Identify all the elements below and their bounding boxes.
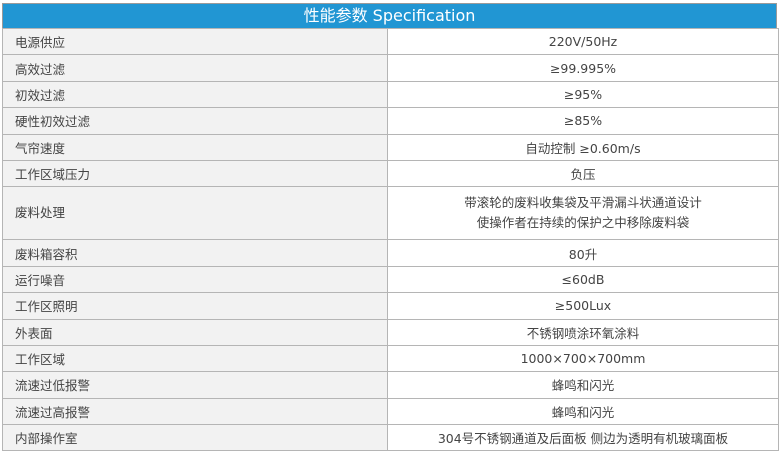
table-row: 废料箱容积 80升: [2, 239, 779, 267]
spec-value: ≥85%: [387, 107, 779, 135]
spec-value-line: 80升: [568, 246, 598, 262]
table-row: 工作区照明 ≥500Lux: [2, 292, 779, 320]
table-row: 高效过滤 ≥99.995%: [2, 54, 779, 82]
spec-label: 流速过低报警: [2, 371, 388, 399]
spec-value-line: 蜂鸣和闪光: [551, 378, 615, 394]
spec-label: 硬性初效过滤: [2, 107, 388, 135]
table-row: 内部操作室 304号不锈钢通道及后面板 侧边为透明有机玻璃面板: [2, 424, 779, 452]
spec-label: 外表面: [2, 318, 388, 346]
spec-value: 80升: [387, 239, 779, 267]
table-row: 工作区域 1000×700×700mm: [2, 344, 779, 373]
spec-label: 废料箱容积: [2, 239, 388, 267]
spec-value-line: 304号不锈钢通道及后面板 侧边为透明有机玻璃面板: [437, 431, 729, 447]
spec-value-line: 蜂鸣和闪光: [551, 404, 615, 420]
spec-value: ≥99.995%: [387, 54, 779, 82]
spec-value-line: 使操作者在持续的保护之中移除废料袋: [476, 215, 690, 231]
spec-label: 工作区域压力: [2, 159, 388, 188]
table-header-title: 性能参数 Specification: [2, 3, 777, 28]
spec-value-line: ≥85%: [563, 113, 603, 129]
table-row: 初效过滤 ≥95%: [2, 80, 779, 109]
spec-label: 高效过滤: [2, 54, 388, 82]
spec-label: 内部操作室: [2, 424, 388, 452]
spec-value-line: 自动控制 ≥0.60m/s: [525, 140, 641, 156]
spec-value: 自动控制 ≥0.60m/s: [387, 133, 779, 161]
spec-value-line: ≥95%: [563, 86, 603, 102]
spec-value: 不锈钢喷涂环氧涂料: [387, 318, 779, 346]
spec-value: 304号不锈钢通道及后面板 侧边为透明有机玻璃面板: [387, 424, 779, 452]
spec-label: 工作区域: [2, 344, 388, 373]
spec-label: 废料处理: [2, 186, 388, 241]
spec-value: 负压: [387, 159, 779, 188]
spec-value-line: ≤60dB: [561, 271, 605, 287]
table-row: 运行噪音 ≤60dB: [2, 265, 779, 294]
spec-label: 流速过高报警: [2, 397, 388, 426]
spec-label: 电源供应: [2, 27, 388, 56]
table-row: 废料处理 带滚轮的废料收集袋及平滑漏斗状通道设计 使操作者在持续的保护之中移除废料袋: [2, 186, 779, 241]
spec-label: 初效过滤: [2, 80, 388, 109]
spec-value: 蜂鸣和闪光: [387, 397, 779, 426]
spec-value: 1000×700×700mm: [387, 344, 779, 373]
table-row: 硬性初效过滤 ≥85%: [2, 107, 779, 135]
spec-value: ≤60dB: [387, 265, 779, 294]
spec-value-line: ≥500Lux: [554, 298, 612, 314]
spec-value: 220V/50Hz: [387, 27, 779, 56]
spec-label: 工作区照明: [2, 292, 388, 320]
spec-value-line: 带滚轮的废料收集袋及平滑漏斗状通道设计: [464, 195, 702, 211]
spec-value-line: ≥99.995%: [549, 60, 617, 76]
table-row: 电源供应 220V/50Hz: [2, 27, 779, 56]
spec-value-line: 1000×700×700mm: [520, 351, 646, 367]
table-row: 外表面 不锈钢喷涂环氧涂料: [2, 318, 779, 346]
spec-label: 气帘速度: [2, 133, 388, 161]
spec-value: ≥500Lux: [387, 292, 779, 320]
spec-label: 运行噪音: [2, 265, 388, 294]
spec-value-line: 220V/50Hz: [548, 34, 618, 50]
spec-value-line: 不锈钢喷涂环氧涂料: [526, 325, 640, 341]
spec-table: 电源供应 220V/50Hz 高效过滤 ≥99.995% 初效过滤 ≥95% 硬性初效过滤 ≥…: [2, 27, 779, 452]
table-row: 工作区域压力 负压: [2, 159, 779, 188]
spec-value: 蜂鸣和闪光: [387, 371, 779, 399]
table-row: 流速过低报警 蜂鸣和闪光: [2, 371, 779, 399]
spec-value: ≥95%: [387, 80, 779, 109]
spec-value-line: 负压: [570, 167, 596, 183]
spec-value: 带滚轮的废料收集袋及平滑漏斗状通道设计 使操作者在持续的保护之中移除废料袋: [387, 186, 779, 241]
spec-table-container: 性能参数 Specification 电源供应 220V/50Hz 高效过滤 ≥99.…: [2, 3, 779, 452]
table-row: 气帘速度 自动控制 ≥0.60m/s: [2, 133, 779, 161]
table-row: 流速过高报警 蜂鸣和闪光: [2, 397, 779, 426]
